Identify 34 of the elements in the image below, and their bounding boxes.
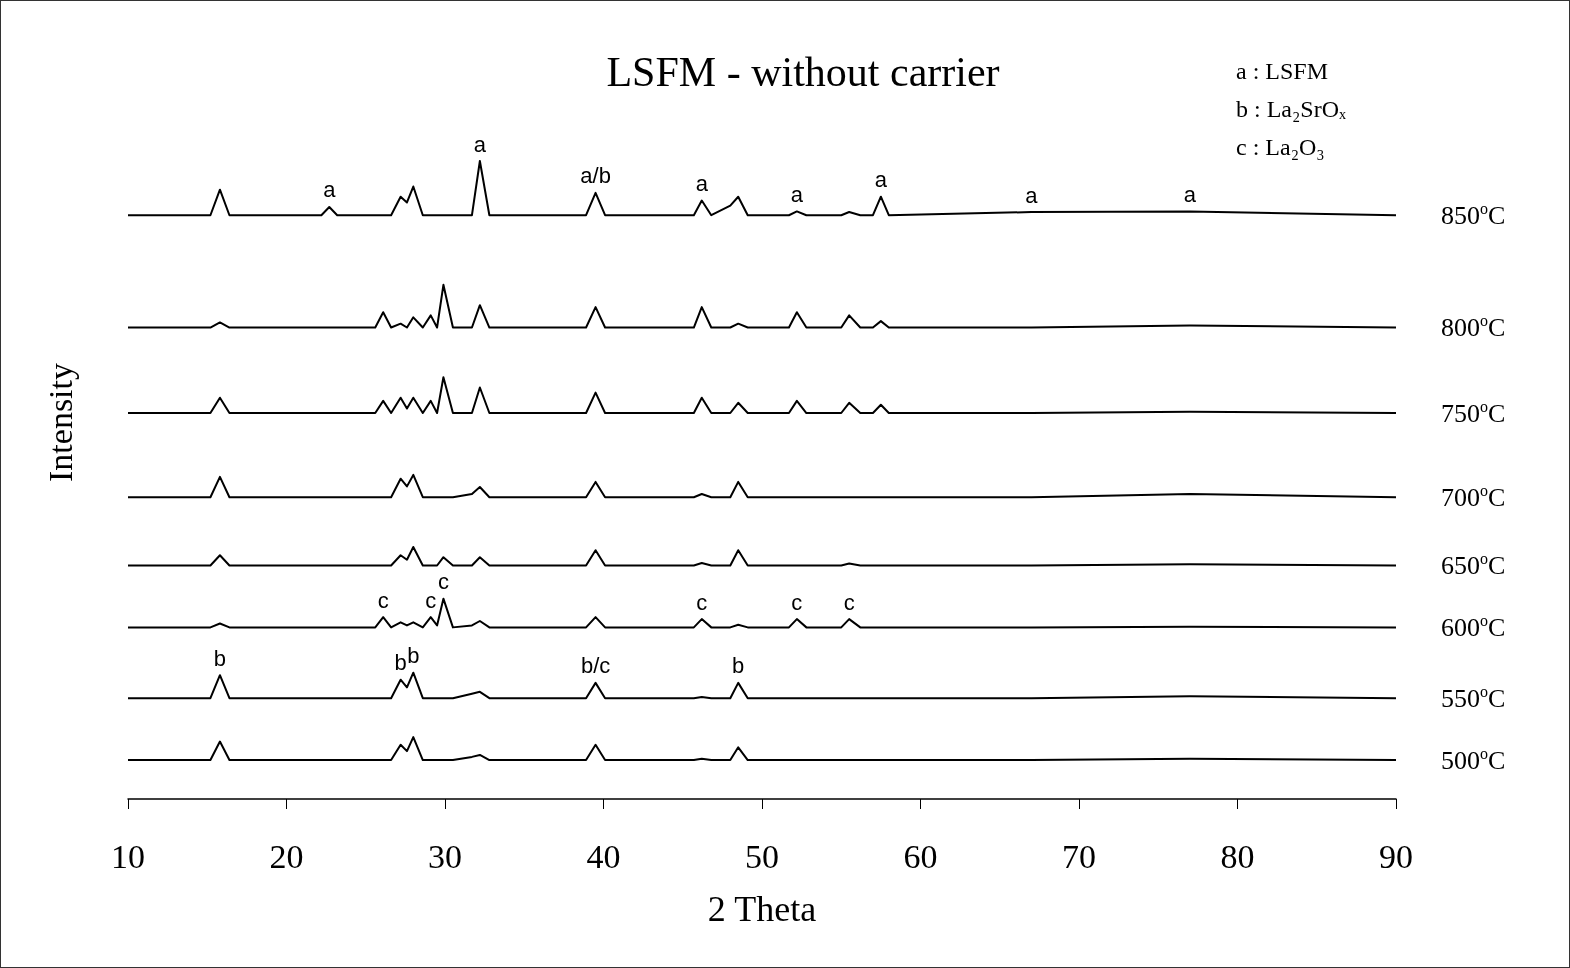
annotation: a <box>874 167 888 193</box>
annotation: a <box>1025 182 1039 208</box>
x-axis-title: 2 Theta <box>707 889 817 929</box>
text: c : La₂O₃ <box>1236 134 1325 160</box>
annotation: c <box>377 587 389 613</box>
annotation: b <box>394 650 407 676</box>
y-axis-title: Intensity <box>41 363 79 482</box>
annotation: a <box>473 131 487 157</box>
annotation: c <box>791 589 803 615</box>
annotation: b <box>213 645 227 671</box>
annotation: c <box>696 589 708 615</box>
annotation: a <box>695 171 709 197</box>
x-tick-label: 90 <box>1379 837 1413 875</box>
x-tick-label: 10 <box>111 837 145 875</box>
x-tick-label: 20 <box>269 837 304 875</box>
x-tick-label: 60 <box>903 837 938 875</box>
x-tick-label: 30 <box>428 837 462 875</box>
annotation: b <box>732 653 745 679</box>
x-tick-label: 50 <box>745 837 779 875</box>
text: b : La₂SrOₓ <box>1236 96 1347 122</box>
text: a : LSFM <box>1236 58 1329 84</box>
x-tick-label: 40 <box>586 837 621 875</box>
annotation: a <box>1183 181 1197 207</box>
annotation: c <box>437 569 449 595</box>
annotation: b <box>407 643 420 669</box>
chart-title: LSFM - without carrier <box>606 49 1000 95</box>
annotation: c <box>425 587 437 613</box>
annotation: a/b <box>580 163 611 189</box>
annotation: b/c <box>580 653 611 679</box>
annotation: a <box>323 177 337 203</box>
annotation: a <box>790 181 804 207</box>
x-tick-label: 70 <box>1062 837 1096 875</box>
annotation: c <box>843 589 855 615</box>
x-tick-label: 80 <box>1220 837 1255 875</box>
